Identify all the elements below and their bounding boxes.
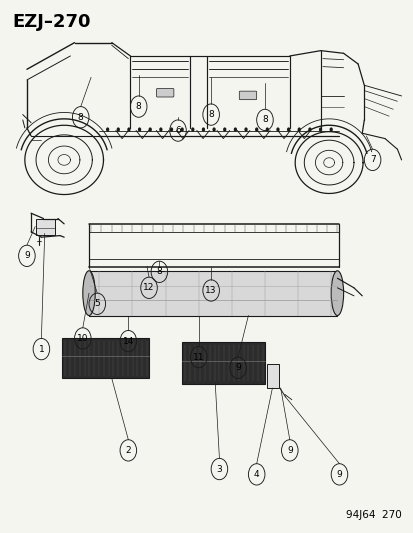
FancyBboxPatch shape xyxy=(36,219,55,235)
Text: 8: 8 xyxy=(156,268,162,276)
Text: 11: 11 xyxy=(192,353,204,361)
Text: 9: 9 xyxy=(286,446,292,455)
Text: 8: 8 xyxy=(261,116,267,124)
FancyBboxPatch shape xyxy=(156,88,173,97)
Circle shape xyxy=(223,127,226,132)
Text: 9: 9 xyxy=(336,470,342,479)
Circle shape xyxy=(201,127,204,132)
Circle shape xyxy=(275,127,279,132)
Text: 9: 9 xyxy=(235,364,240,372)
Circle shape xyxy=(116,127,120,132)
Circle shape xyxy=(308,127,311,132)
Circle shape xyxy=(106,127,109,132)
Circle shape xyxy=(127,127,130,132)
FancyBboxPatch shape xyxy=(62,338,149,378)
Circle shape xyxy=(169,127,173,132)
Text: 6: 6 xyxy=(175,126,180,135)
Circle shape xyxy=(233,127,237,132)
Circle shape xyxy=(318,127,321,132)
Circle shape xyxy=(329,127,332,132)
Text: 14: 14 xyxy=(122,337,134,345)
FancyBboxPatch shape xyxy=(239,91,256,100)
Circle shape xyxy=(159,127,162,132)
FancyBboxPatch shape xyxy=(89,271,337,316)
Circle shape xyxy=(297,127,300,132)
Circle shape xyxy=(191,127,194,132)
Text: 13: 13 xyxy=(205,286,216,295)
Circle shape xyxy=(286,127,290,132)
Text: 3: 3 xyxy=(216,465,222,473)
Circle shape xyxy=(148,127,152,132)
Text: 5: 5 xyxy=(94,300,100,308)
Circle shape xyxy=(180,127,183,132)
FancyBboxPatch shape xyxy=(182,342,264,384)
Text: 8: 8 xyxy=(208,110,214,119)
Text: 1: 1 xyxy=(38,345,44,353)
Text: 9: 9 xyxy=(24,252,30,260)
Circle shape xyxy=(244,127,247,132)
Text: 10: 10 xyxy=(77,334,88,343)
Text: 4: 4 xyxy=(253,470,259,479)
Circle shape xyxy=(212,127,215,132)
Text: 94J64  270: 94J64 270 xyxy=(345,510,401,520)
Text: 8: 8 xyxy=(135,102,141,111)
Text: 12: 12 xyxy=(143,284,154,292)
Circle shape xyxy=(265,127,268,132)
Ellipse shape xyxy=(330,271,343,316)
Text: 8: 8 xyxy=(78,113,83,122)
Text: 2: 2 xyxy=(125,446,131,455)
FancyBboxPatch shape xyxy=(266,364,279,388)
Circle shape xyxy=(254,127,258,132)
Circle shape xyxy=(138,127,141,132)
Ellipse shape xyxy=(83,271,95,316)
Text: EZJ–270: EZJ–270 xyxy=(12,13,91,31)
Text: 7: 7 xyxy=(369,156,375,164)
